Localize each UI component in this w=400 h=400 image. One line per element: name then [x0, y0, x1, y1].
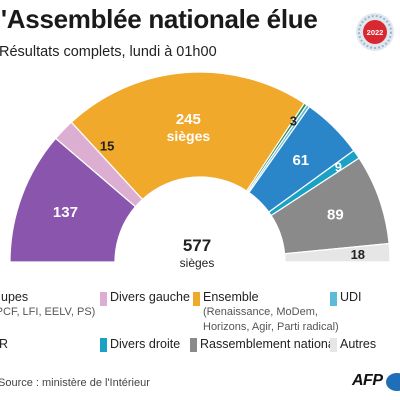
year-badge: 2022	[356, 13, 394, 51]
legend-swatch-autres	[330, 338, 337, 352]
afp-logo: AFP	[352, 372, 383, 389]
legend-lr: LR	[0, 337, 8, 352]
legend-swatch-dvg	[100, 292, 107, 306]
segment-label-autres: 18	[351, 247, 365, 262]
legend-swatch-rn	[190, 338, 197, 352]
legend-nupes: Nupes (PCF, LFI, EELV, PS)	[0, 290, 95, 320]
segment-label-r-gionalistes: 3	[290, 113, 297, 128]
segment-label-lr: 61	[292, 152, 309, 169]
total-seats-value: 577	[183, 236, 211, 255]
page-title: l'Assemblée nationale élue	[0, 4, 318, 34]
legend-rn: Rassemblement national	[200, 337, 338, 352]
legend-ensemble-sub2: Horizons, Agir, Parti radical)	[203, 321, 339, 333]
legend-ensemble-label: Ensemble	[203, 290, 259, 304]
segment-label-divers-droite: 9	[335, 160, 342, 175]
legend-dvd-label: Divers droite	[110, 337, 181, 351]
segment-autres	[283, 242, 391, 263]
segment-label-rassemblement-national: 89	[327, 206, 344, 223]
segment-sublabel-ensemble: sièges	[167, 128, 211, 144]
segment-label-divers-gauche: 15	[100, 138, 114, 153]
legend-ensemble: Ensemble (Renaissance, MoDem, Horizons, …	[203, 290, 339, 335]
legend-nupes-label: Nupes	[0, 290, 29, 304]
total-seats-label: sièges	[180, 256, 215, 270]
source-note: Source : ministère de l'Intérieur	[0, 377, 150, 389]
legend-udi: UDI	[340, 290, 362, 305]
legend-swatch-udi	[330, 292, 337, 306]
legend-udi-label: UDI	[340, 290, 362, 304]
afp-logo-mark	[386, 373, 400, 391]
legend-swatch-dvd	[100, 338, 107, 352]
chart-segments	[9, 71, 391, 263]
legend-dvg: Divers gauche	[110, 290, 190, 305]
segment-ensemble	[70, 71, 306, 201]
legend-autres: Autres	[340, 337, 376, 352]
legend-dvg-label: Divers gauche	[110, 290, 190, 304]
legend-autres-label: Autres	[340, 337, 377, 351]
legend-nupes-sub: (PCF, LFI, EELV, PS)	[0, 306, 96, 318]
legend-ensemble-sub1: (Renaissance, MoDem,	[203, 306, 318, 318]
segment-label-nupes: 137	[53, 204, 78, 221]
legend-dvd: Divers droite	[110, 337, 180, 352]
legend-lr-label: LR	[0, 337, 8, 351]
page-subtitle: Résultats complets, lundi à 01h00	[0, 44, 217, 60]
legend-rn-label: Rassemblement national	[200, 337, 338, 351]
segment-label-ensemble: 245	[176, 111, 201, 128]
legend-swatch-ensemble	[193, 292, 200, 306]
year-badge-label: 2022	[367, 28, 384, 37]
